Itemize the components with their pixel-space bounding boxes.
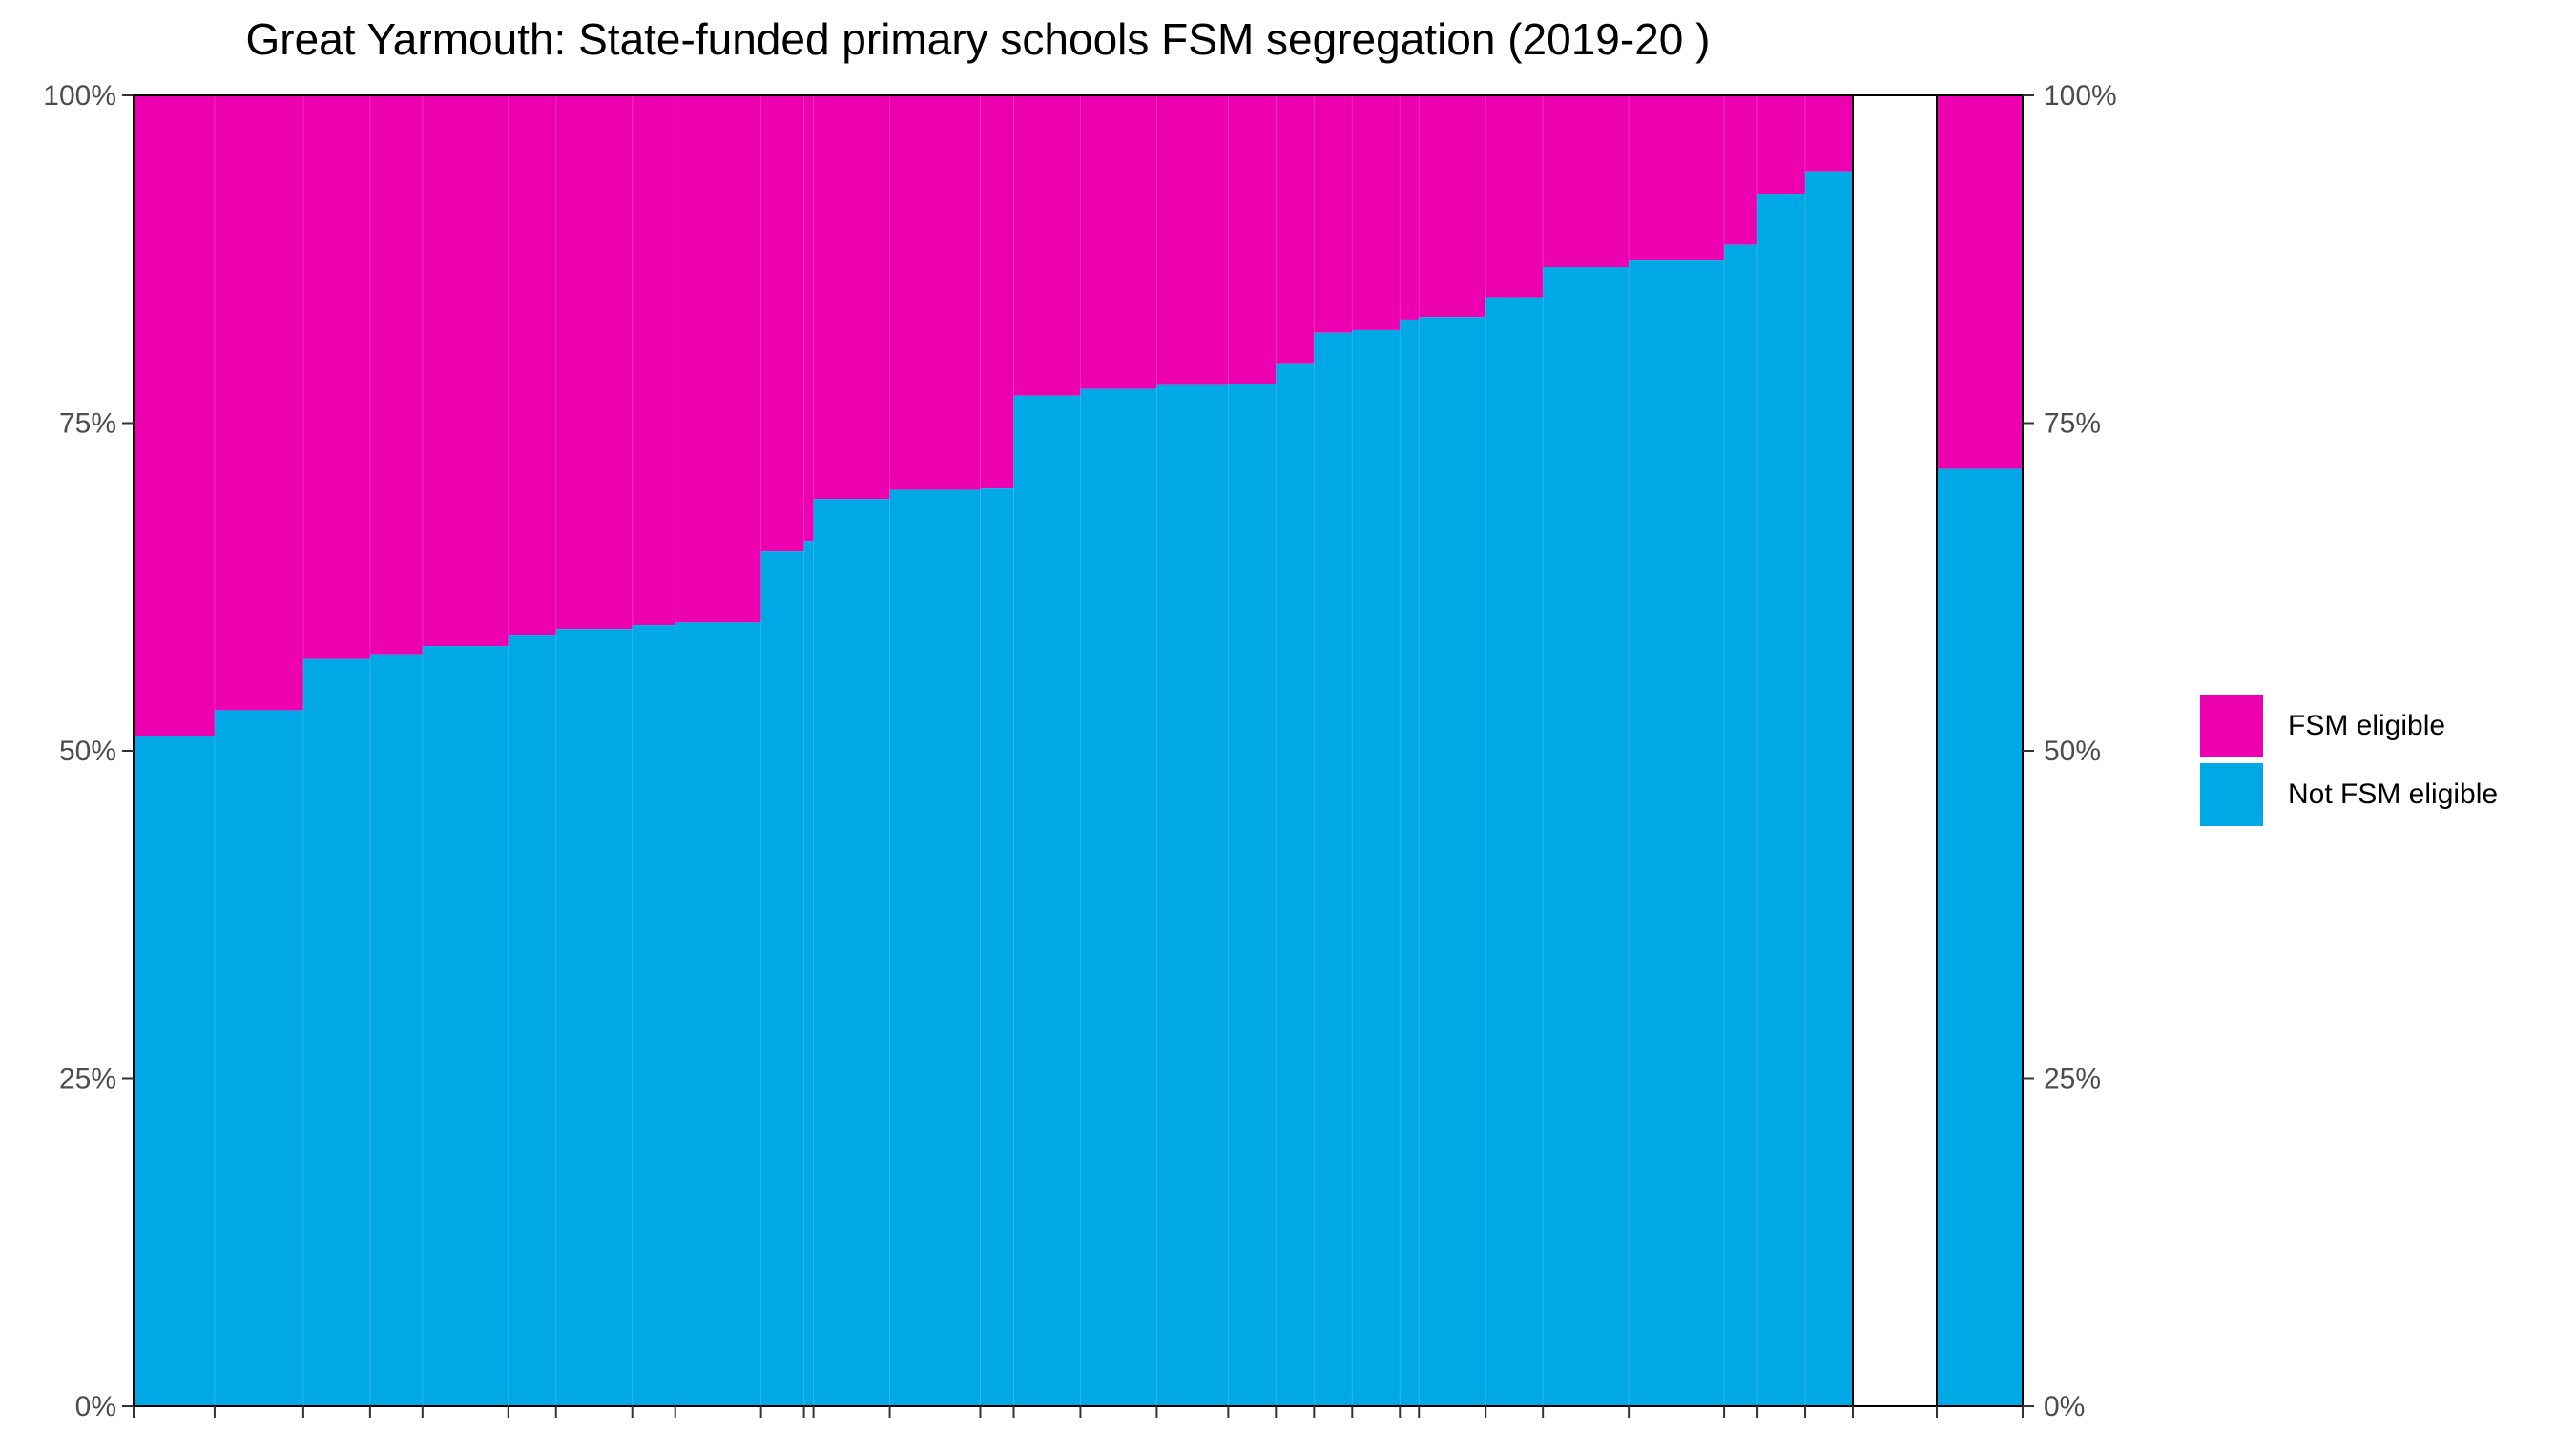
school-bar-not-fsm-1 [134, 736, 216, 1406]
school-bar-not-fsm-27 [1724, 244, 1758, 1406]
y-tick-label-right-1: 25% [2044, 1064, 2101, 1095]
school-bar-not-fsm-10 [760, 551, 805, 1406]
y-tick-label-right-3: 75% [2044, 408, 2101, 440]
legend-item-not-fsm: Not FSM eligible [2200, 760, 2498, 829]
school-bar-not-fsm-23 [1419, 317, 1486, 1406]
school-bar-fsm-14 [980, 95, 1015, 489]
school-bar-not-fsm-28 [1757, 194, 1806, 1406]
legend-label-fsm: FSM eligible [2288, 710, 2446, 741]
school-bar-not-fsm-26 [1629, 260, 1725, 1406]
school-bars [133, 95, 1854, 1407]
school-bar-not-fsm-19 [1276, 363, 1315, 1406]
school-bar-not-fsm-14 [980, 488, 1015, 1406]
school-bar-not-fsm-25 [1543, 266, 1630, 1406]
school-bar-fsm-26 [1629, 95, 1725, 261]
school-bar-fsm-15 [1013, 95, 1082, 396]
school-bar-not-fsm-8 [632, 625, 676, 1406]
school-bar-fsm-5 [422, 95, 509, 647]
legend-swatch-fsm [2200, 695, 2263, 757]
legend-swatch-not-fsm [2200, 763, 2263, 826]
school-bar-fsm-1 [134, 95, 216, 736]
school-bar-fsm-24 [1485, 95, 1544, 298]
school-bar-fsm-12 [813, 95, 891, 500]
school-bar-not-fsm-24 [1485, 297, 1544, 1407]
school-bar-not-fsm-5 [422, 646, 509, 1406]
school-bar-fsm-17 [1156, 95, 1229, 385]
school-bar-not-fsm-13 [889, 489, 982, 1406]
school-bar-not-fsm-22 [1400, 319, 1420, 1407]
school-bar-not-fsm-9 [675, 622, 762, 1406]
school-bar-not-fsm-6 [508, 635, 557, 1406]
chart-title: Great Yarmouth: State-funded primary sch… [245, 14, 1711, 64]
school-bar-not-fsm-12 [813, 499, 891, 1406]
y-tick-label-left-0: 0% [75, 1391, 116, 1422]
legend-item-fsm: FSM eligible [2200, 692, 2498, 760]
y-tick-label-left-4: 100% [43, 80, 116, 112]
school-bar-fsm-29 [1805, 95, 1854, 172]
school-bar-not-fsm-11 [803, 541, 815, 1406]
school-bar-not-fsm-7 [555, 629, 634, 1406]
school-bar-fsm-13 [889, 95, 982, 490]
school-bar-fsm-2 [214, 95, 304, 711]
school-bar-fsm-23 [1419, 95, 1486, 318]
school-bar-not-fsm-18 [1228, 384, 1277, 1406]
school-bar-not-fsm-21 [1352, 329, 1401, 1406]
school-bar-not-fsm-15 [1013, 395, 1082, 1406]
school-bar-not-fsm-16 [1080, 388, 1158, 1406]
y-tick-label-right-0: 0% [2044, 1391, 2085, 1422]
school-bar-not-fsm-17 [1156, 384, 1229, 1406]
school-bar-fsm-10 [760, 95, 805, 552]
school-bar-not-fsm-4 [369, 654, 424, 1406]
school-bar-fsm-16 [1080, 95, 1158, 389]
total-bar-fsm [1937, 95, 2023, 469]
school-bar-not-fsm-29 [1805, 171, 1854, 1406]
school-bar-fsm-19 [1276, 95, 1315, 364]
total-bar [1937, 95, 2023, 1407]
school-bar-fsm-22 [1400, 95, 1420, 320]
school-bar-fsm-8 [632, 95, 676, 626]
school-bar-fsm-27 [1724, 95, 1758, 245]
school-bar-not-fsm-2 [214, 710, 304, 1406]
school-bar-fsm-3 [302, 95, 371, 659]
school-bar-fsm-20 [1314, 95, 1353, 333]
school-bar-fsm-21 [1352, 95, 1401, 330]
school-bar-fsm-6 [508, 95, 557, 636]
school-bar-not-fsm-3 [302, 658, 371, 1406]
y-tick-label-left-2: 50% [59, 736, 116, 767]
total-bar-not-fsm [1937, 468, 2023, 1407]
school-bar-fsm-7 [555, 95, 634, 630]
school-bar-fsm-18 [1228, 95, 1277, 384]
axes: 0% 0% 25% 25% 50% 50% 75% 75% 100% 100% [43, 80, 2116, 1422]
school-bar-not-fsm-20 [1314, 332, 1353, 1407]
school-bar-fsm-11 [803, 95, 815, 542]
legend: FSM eligible Not FSM eligible [2200, 692, 2498, 829]
school-bar-fsm-4 [369, 95, 424, 655]
legend-label-not-fsm: Not FSM eligible [2288, 778, 2499, 810]
y-tick-label-right-2: 50% [2044, 736, 2101, 767]
school-bar-fsm-28 [1757, 95, 1806, 195]
y-tick-label-left-3: 75% [59, 408, 116, 440]
x-ticks [133, 1406, 2024, 1418]
school-bar-fsm-25 [1543, 95, 1630, 267]
y-tick-label-left-1: 25% [59, 1064, 116, 1095]
y-tick-label-right-4: 100% [2044, 80, 2117, 112]
school-bar-fsm-9 [675, 95, 762, 623]
